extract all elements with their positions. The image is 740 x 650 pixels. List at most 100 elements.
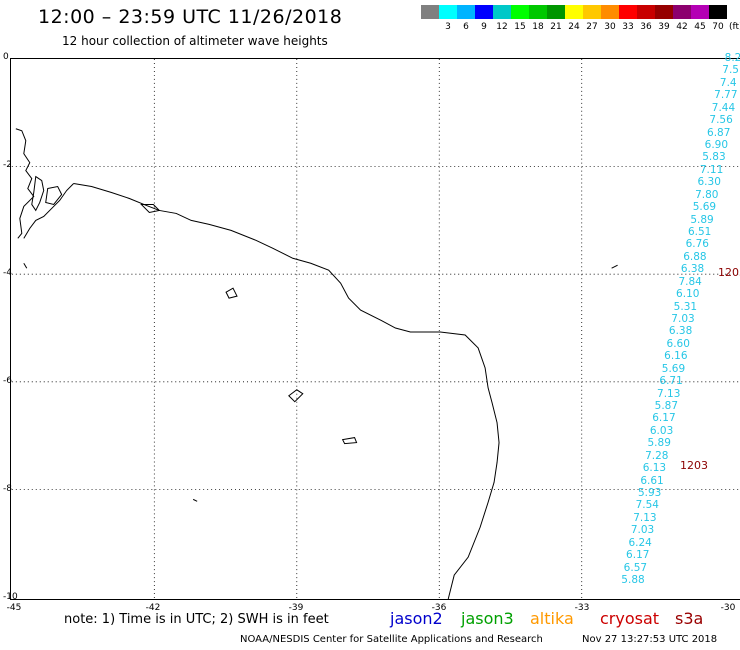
legend-label: [421, 22, 439, 32]
legend-color-bar: [421, 5, 740, 19]
swh-value: 6.61: [640, 474, 664, 487]
swh-value: 6.17: [652, 412, 676, 425]
map-title: 12:00 – 23:59 UTC 11/26/2018: [38, 6, 343, 28]
legend-label: 42: [676, 22, 688, 32]
x-tick-label: -36: [431, 603, 447, 613]
swh-value: 7.13: [657, 387, 681, 400]
map-area[interactable]: [10, 58, 740, 600]
satellite-jason2: jason2: [390, 609, 443, 628]
x-tick-label: -30: [720, 603, 736, 613]
legend-swatch: [637, 5, 655, 19]
legend-label: 27: [586, 22, 598, 32]
legend-label: 6: [463, 22, 469, 32]
time-label: 1203: [680, 459, 708, 472]
swh-value: 6.10: [676, 288, 700, 301]
x-tick-label: -33: [574, 603, 590, 613]
swh-value: 7.4: [719, 76, 737, 89]
legend-label: 24: [568, 22, 580, 32]
swh-value: 6.87: [707, 126, 731, 139]
swh-value: 8.2: [724, 52, 740, 64]
y-tick-label: 0: [3, 52, 9, 62]
legend-unit: (ft): [729, 22, 740, 32]
legend-swatch: [619, 5, 637, 19]
swh-value: 7.84: [678, 275, 702, 288]
legend-label: 12: [496, 22, 508, 32]
legend-swatch: [439, 5, 457, 19]
swh-value: 6.57: [623, 561, 648, 574]
map-subtitle: 12 hour collection of altimeter wave hei…: [62, 34, 328, 48]
legend-swatch: [655, 5, 673, 19]
x-tick-label: -42: [145, 603, 161, 613]
legend-label: 15: [514, 22, 526, 32]
swh-value: 7.13: [633, 511, 657, 524]
swh-value: 6.71: [659, 375, 683, 388]
swh-value: 7.03: [671, 313, 695, 325]
y-tick-label: -10: [3, 592, 18, 602]
legend-label: 45: [694, 22, 706, 32]
swh-value: 7.11: [699, 163, 724, 176]
swh-value: 5.93: [637, 487, 662, 499]
y-tick-label: -8: [3, 484, 12, 494]
x-tick-label: -45: [6, 603, 22, 613]
grid-lines: [11, 59, 740, 599]
swh-value: 6.51: [687, 226, 712, 238]
time-label: 1203: [718, 266, 740, 279]
legend-swatch: [547, 5, 565, 19]
legend-swatch: [511, 5, 529, 19]
satellite-s3a: s3a: [675, 609, 704, 628]
legend-swatch: [691, 5, 709, 19]
satellite-cryosat: cryosat: [600, 609, 660, 628]
legend-swatch: [673, 5, 691, 19]
swh-value: 5.83: [702, 151, 726, 164]
satellite-altika: altika: [530, 609, 574, 628]
legend-label: 33: [622, 22, 634, 32]
legend-label: 36: [640, 22, 652, 32]
generation-timestamp: Nov 27 13:27:53 UTC 2018: [582, 634, 718, 645]
y-tick-label: -6: [3, 376, 12, 386]
legend-label: 21: [550, 22, 562, 32]
swh-value: 6.76: [685, 238, 709, 251]
swh-value: 7.44: [711, 101, 736, 114]
swh-value: 7.56: [709, 114, 733, 127]
legend-swatch: [421, 5, 439, 19]
swh-value: 6.17: [626, 549, 650, 562]
swh-value: 5.31: [673, 300, 698, 313]
legend-swatch: [583, 5, 601, 19]
satellite-jason3: jason3: [461, 609, 514, 628]
legend-label: 39: [658, 22, 670, 32]
legend-swatch: [529, 5, 547, 19]
legend-label: 30: [604, 22, 616, 32]
swh-value: 5.87: [654, 400, 679, 412]
swh-value: 6.90: [704, 139, 729, 151]
swh-value: 6.38: [680, 263, 705, 276]
swh-value: 6.16: [664, 350, 688, 363]
swh-value: 7.28: [645, 449, 669, 462]
y-tick-label: -2: [3, 160, 12, 170]
legend-swatch: [493, 5, 511, 19]
legend-swatch: [601, 5, 619, 19]
swh-value: 5.88: [621, 574, 645, 586]
x-tick-label: -39: [288, 603, 304, 613]
swh-value: 5.89: [647, 437, 671, 450]
swh-value: 6.03: [649, 424, 674, 437]
y-tick-label: -4: [3, 268, 12, 278]
swh-value: 6.60: [666, 337, 690, 350]
legend-label: 18: [532, 22, 544, 32]
swh-value: 7.5: [722, 64, 739, 77]
coastline: [15, 128, 618, 599]
legend-label: 70: [712, 22, 724, 32]
legend-label: 3: [445, 22, 451, 32]
swh-value: 7.03: [630, 524, 655, 537]
legend-swatch: [475, 5, 493, 19]
swh-value: 5.89: [690, 213, 714, 226]
credit-text: NOAA/NESDIS Center for Satellite Applica…: [240, 634, 543, 645]
swh-value: 5.69: [692, 201, 717, 214]
swh-value: 6.38: [668, 325, 693, 338]
legend-label: 9: [481, 22, 487, 32]
footer-note: note: 1) Time is in UTC; 2) SWH is in fe…: [64, 612, 329, 627]
swh-value: 7.80: [695, 188, 719, 201]
swh-value: 7.54: [635, 499, 659, 512]
swh-value: 6.88: [683, 250, 707, 263]
